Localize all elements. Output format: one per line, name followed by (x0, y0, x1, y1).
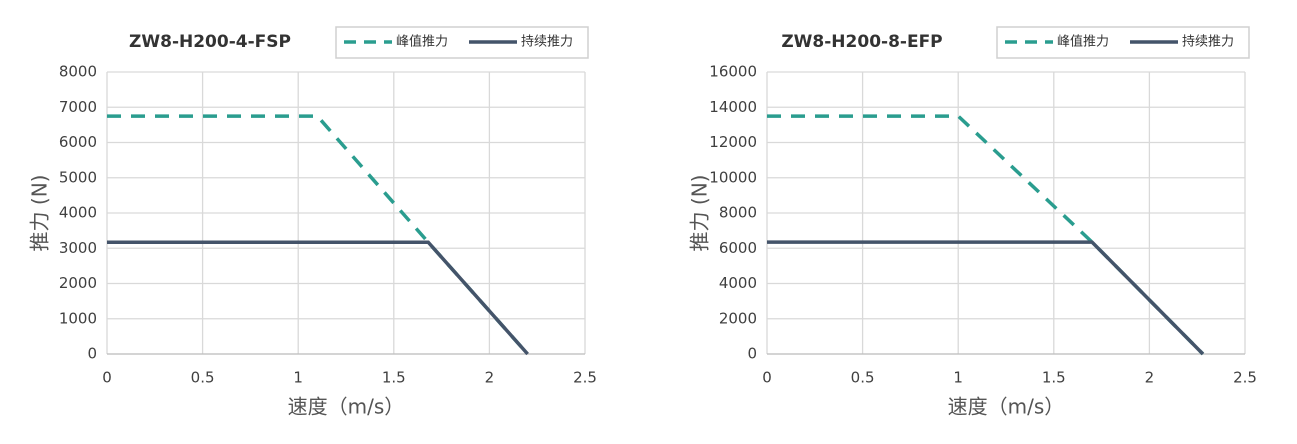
y-tick-label: 10000 (709, 168, 757, 186)
chart-title: ZW8-H200-8-EFP (781, 32, 942, 52)
x-tick-label: 0 (762, 369, 772, 387)
legend-label: 持续推力 (1182, 35, 1234, 50)
legend-label: 峰值推力 (1057, 34, 1109, 50)
y-tick-label: 2000 (59, 274, 97, 292)
y-tick-label: 16000 (709, 63, 757, 81)
y-axis-title: 推力 (N) (28, 175, 52, 252)
x-tick-label: 2 (1145, 369, 1155, 387)
y-axis-title: 推力 (N) (688, 175, 712, 252)
y-tick-label: 4000 (59, 204, 97, 222)
series-line (107, 240, 529, 356)
x-axis-title: 速度（m/s） (948, 395, 1065, 419)
y-tick-label: 3000 (59, 239, 97, 257)
x-tick-label: 0.5 (191, 369, 215, 387)
y-tick-label: 0 (747, 345, 757, 363)
series-line (767, 240, 1205, 356)
x-tick-label: 0.5 (851, 369, 875, 387)
y-tick-label: 1000 (59, 309, 97, 327)
y-tick-label: 6000 (59, 133, 97, 151)
y-tick-label: 5000 (59, 168, 97, 186)
y-tick-label: 8000 (59, 63, 97, 81)
x-axis-title: 速度（m/s） (288, 395, 405, 419)
x-tick-label: 1 (953, 369, 963, 387)
x-tick-label: 1.5 (1042, 369, 1066, 387)
y-tick-label: 8000 (719, 204, 757, 222)
legend-box (996, 26, 1250, 59)
x-tick-label: 2.5 (1233, 369, 1257, 387)
x-tick-label: 1.5 (382, 369, 406, 387)
y-tick-label: 14000 (709, 98, 757, 116)
y-tick-label: 12000 (709, 133, 757, 151)
x-tick-label: 2.5 (573, 369, 597, 387)
x-tick-label: 1 (293, 369, 303, 387)
x-tick-label: 0 (102, 369, 112, 387)
legend-label: 持续推力 (521, 35, 573, 50)
series-line (107, 114, 529, 356)
chart-title: ZW8-H200-4-FSP (129, 32, 291, 52)
x-tick-label: 2 (485, 369, 495, 387)
legend-label: 峰值推力 (396, 34, 448, 50)
y-tick-label: 0 (87, 345, 97, 363)
y-tick-label: 4000 (719, 274, 757, 292)
y-tick-label: 2000 (719, 309, 757, 327)
legend-box (335, 26, 589, 59)
y-tick-label: 7000 (59, 98, 97, 116)
y-tick-label: 6000 (719, 239, 757, 257)
